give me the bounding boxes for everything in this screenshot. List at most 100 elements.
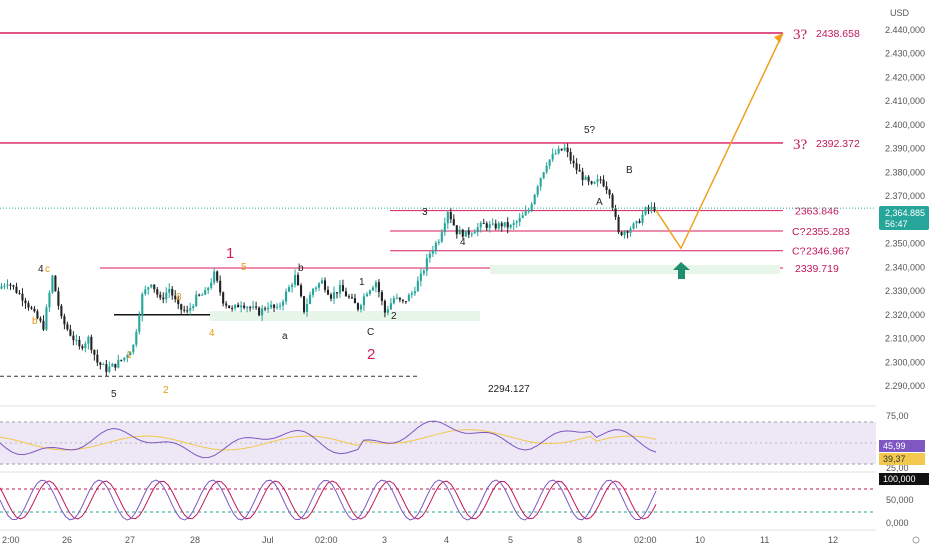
candle <box>299 283 303 298</box>
candle <box>90 334 93 354</box>
candle <box>186 305 189 314</box>
candle <box>389 298 392 311</box>
candle <box>533 193 536 205</box>
candle <box>87 335 90 350</box>
candle <box>33 306 36 313</box>
candle <box>653 202 656 213</box>
candle <box>572 155 575 168</box>
time-axis[interactable]: 2:00 26 27 28 Jul 02:00 3 4 5 8 02:00 10 11 12 <box>2 535 838 545</box>
candle <box>276 303 279 310</box>
candle <box>27 300 30 311</box>
candle <box>620 231 623 237</box>
wave-label: A <box>596 197 603 208</box>
candle <box>240 301 243 313</box>
price-tick-label: 2.380,000 <box>885 167 925 177</box>
candle <box>273 303 276 313</box>
projection-arrowhead-icon <box>774 33 783 43</box>
candle <box>311 287 315 298</box>
candle <box>243 302 246 310</box>
candle <box>270 300 273 310</box>
candle <box>195 290 198 307</box>
projection-line[interactable] <box>655 32 784 250</box>
rsi-ma-badge-bg <box>879 453 925 465</box>
level-value-label: 2363.846 <box>795 206 839 218</box>
candle <box>377 279 380 298</box>
candle <box>590 180 593 185</box>
candle <box>350 293 354 299</box>
candle <box>279 302 282 311</box>
support-zones <box>210 265 780 321</box>
candle <box>548 159 551 170</box>
candle <box>6 279 9 290</box>
candle <box>524 205 527 216</box>
candle <box>102 362 105 366</box>
price-tick-label: 2.320,000 <box>885 310 925 320</box>
candle <box>108 361 111 374</box>
candle <box>147 286 150 295</box>
candle <box>138 311 141 335</box>
candle <box>48 290 51 312</box>
wave-label: 3 <box>176 292 182 303</box>
date-label: 11 <box>760 535 769 545</box>
date-label: 8 <box>577 535 582 545</box>
candle <box>75 334 78 346</box>
candle <box>9 282 12 290</box>
candle <box>635 220 638 229</box>
candle <box>497 221 500 231</box>
candle <box>162 292 165 304</box>
candle <box>344 287 348 297</box>
candle <box>180 303 183 316</box>
candle <box>386 305 389 316</box>
candle <box>449 207 452 224</box>
candle <box>476 223 479 237</box>
settings-gear-icon[interactable] <box>912 536 920 544</box>
candle <box>252 300 255 310</box>
candle <box>93 349 96 361</box>
candle <box>593 181 596 185</box>
wave-label: 5? <box>584 125 596 136</box>
candle <box>341 279 345 292</box>
candle <box>551 148 554 162</box>
candle <box>60 303 63 319</box>
date-label: 02:00 <box>315 535 338 545</box>
candle <box>632 222 635 230</box>
candle <box>96 349 99 367</box>
candle <box>569 148 572 165</box>
candle <box>144 285 147 296</box>
candle <box>18 290 21 295</box>
candle <box>458 225 461 235</box>
candle <box>42 315 45 332</box>
price-tick-label: 2.440,000 <box>885 25 925 35</box>
candle <box>440 229 443 244</box>
candle <box>623 229 626 239</box>
candle <box>482 218 485 224</box>
date-label: 28 <box>190 535 200 545</box>
candle <box>207 286 210 295</box>
candle <box>66 321 69 331</box>
candle <box>36 309 39 320</box>
candle <box>117 354 120 369</box>
candle <box>566 143 569 158</box>
date-label: 4 <box>444 535 449 545</box>
candle <box>395 293 398 300</box>
date-label: 10 <box>695 535 705 545</box>
candle <box>165 287 168 304</box>
candle <box>141 292 144 322</box>
price-tick-label: 2.390,000 <box>885 144 925 154</box>
stoch-tick-50: 50,000 <box>886 495 914 505</box>
candle <box>285 288 288 305</box>
candle <box>288 284 291 293</box>
candle <box>446 210 449 229</box>
candle <box>617 214 620 234</box>
candle <box>371 285 374 291</box>
wave-label: 2 <box>391 311 397 322</box>
candle <box>213 267 216 285</box>
candle <box>398 297 401 303</box>
candle <box>30 305 33 310</box>
candle <box>72 331 75 346</box>
candle <box>584 175 587 181</box>
stoch-k-line <box>0 479 657 521</box>
candle <box>539 177 542 191</box>
price-badge-countdown: 56:47 <box>885 219 908 229</box>
